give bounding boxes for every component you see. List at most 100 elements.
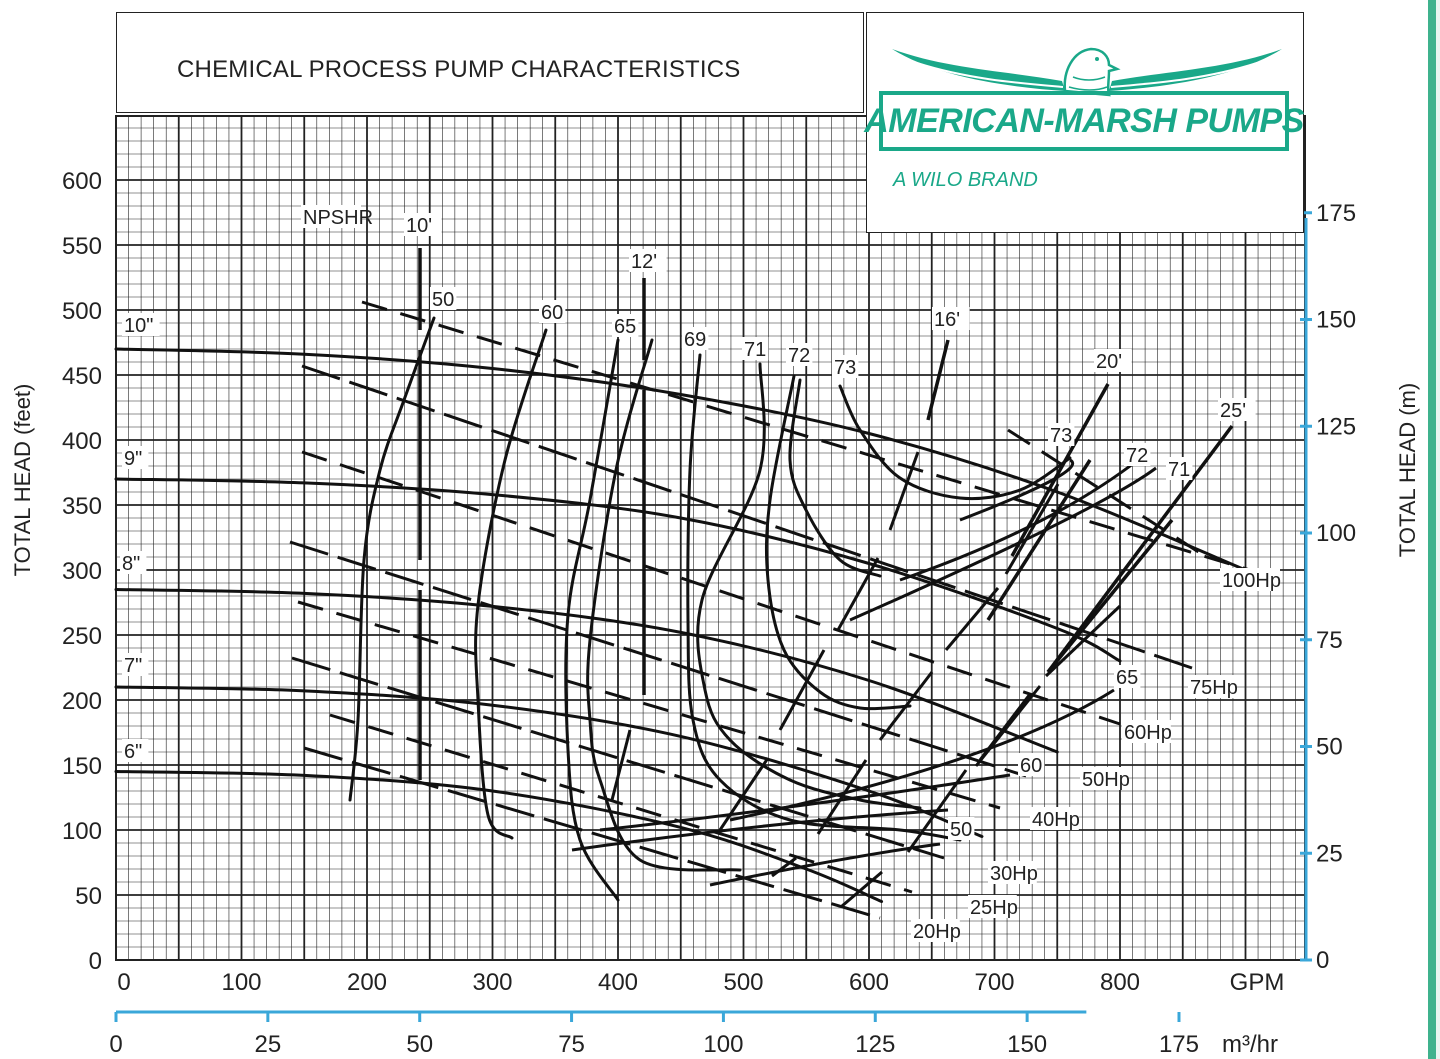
efficiency-label: 71	[1168, 459, 1190, 481]
hp-label-bg	[968, 895, 1017, 918]
impeller-label: 10"	[124, 315, 153, 337]
brand-name-box: AMERICAN-MARSH PUMPS	[864, 91, 1304, 151]
npshr-label-bg	[1094, 349, 1132, 372]
npshr-line-6	[926, 339, 950, 421]
brand-logo-box: AMERICAN-MARSH PUMPS A WILO BRAND	[864, 12, 1304, 233]
side-accent-stripe	[1436, 0, 1440, 1059]
efficiency-curve-2	[474, 328, 548, 840]
plot-frame	[115, 115, 1306, 961]
impeller-curve-1	[114, 347, 1247, 572]
efficiency-branch-4	[729, 688, 1115, 822]
impeller-label: 8"	[122, 553, 140, 575]
efficiency-label: 60	[541, 302, 563, 324]
y2-tick-label: 75	[1316, 627, 1343, 654]
npshr-label: 10'	[406, 215, 432, 237]
y-tick-label: 400	[62, 428, 102, 455]
efficiency-label: 69	[684, 329, 706, 351]
y2-tick-label: 175	[1316, 200, 1356, 227]
efficiency-label-bg	[1048, 423, 1075, 446]
npshr-segment-10	[906, 769, 968, 853]
impeller-label-bg	[120, 551, 147, 574]
npshr-segment-12	[1044, 604, 1122, 678]
efficiency-curve-8	[788, 378, 882, 578]
hp-label: 100Hp	[1222, 570, 1281, 592]
chart-curves	[114, 248, 1251, 920]
chart-grid	[115, 115, 1306, 961]
npshr-label: 16'	[934, 309, 960, 331]
npshr-label: 25'	[1220, 400, 1246, 422]
hp-line-7	[329, 713, 913, 894]
efficiency-curve-9	[838, 384, 1072, 501]
efficiency-label: 60	[1020, 755, 1042, 777]
npshr-label: 12'	[631, 251, 657, 273]
npshr-segment-1	[888, 451, 920, 531]
y-tick-label: 450	[62, 363, 102, 390]
efficiency-label: 65	[1116, 667, 1138, 689]
npshr-label-bg	[932, 307, 970, 330]
npshr-segment-5	[1004, 483, 1060, 575]
npshr-label-bg	[301, 205, 361, 228]
x-tick-label: 500	[723, 969, 763, 996]
y-tick-label: 100	[62, 818, 102, 845]
x-tick-label: 800	[1100, 969, 1140, 996]
x2-tick-label: 100	[703, 1031, 743, 1058]
impeller-curve-4	[114, 685, 984, 838]
y2-tick-label: 150	[1316, 307, 1356, 334]
npshr-line-10	[986, 459, 1092, 621]
efficiency-label: 71	[744, 339, 766, 361]
brand-name: AMERICAN-MARSH PUMPS	[864, 101, 1304, 140]
efficiency-label-bg	[786, 343, 813, 366]
efficiency-curve-1	[348, 316, 436, 802]
y-tick-label: 200	[62, 688, 102, 715]
efficiency-label-bg	[1166, 457, 1193, 480]
x-tick-label: 100	[221, 969, 261, 996]
efficiency-label-bg	[742, 337, 769, 360]
efficiency-curve-7	[764, 374, 912, 711]
x-tick-label: 0	[117, 969, 130, 996]
y-tick-label: 0	[89, 948, 102, 975]
x-tick-label: 400	[598, 969, 638, 996]
side-accent-bar	[1428, 0, 1438, 1059]
npshr-segment-15	[771, 856, 797, 878]
y-tick-label: 50	[75, 883, 102, 910]
efficiency-branch-3	[599, 773, 1011, 832]
npshr-label-bg	[404, 213, 442, 236]
hp-label-bg	[1188, 675, 1237, 698]
efficiency-curve-5	[686, 353, 962, 842]
hp-label: 50Hp	[1082, 769, 1130, 791]
efficiency-label: 72	[788, 345, 810, 367]
x2-tick-label: 125	[855, 1031, 895, 1058]
x-tick-label: 600	[849, 969, 889, 996]
hp-label: 25Hp	[970, 897, 1018, 919]
hp-label: 20Hp	[913, 921, 961, 943]
efficiency-label-bg	[832, 355, 859, 378]
hp-label: 40Hp	[1032, 809, 1080, 831]
efficiency-label-bg	[612, 314, 639, 337]
npshr-segment-3	[778, 649, 826, 731]
hp-label-bg	[911, 919, 960, 942]
efficiency-label: 73	[1050, 425, 1072, 447]
efficiency-label: 73	[834, 357, 856, 379]
hp-line-8	[303, 746, 881, 920]
efficiency-label-bg	[682, 327, 709, 350]
hp-line-1	[361, 300, 1251, 572]
y-tick-label: 600	[62, 168, 102, 195]
impeller-curve-2	[114, 477, 1122, 663]
npshr-segment-14	[610, 729, 632, 801]
y-tick-label: 150	[62, 753, 102, 780]
npshr-segment-4	[718, 757, 770, 831]
impeller-label: 7"	[124, 655, 142, 677]
efficiency-curve-3	[564, 338, 620, 902]
x2-tick-label: 150	[1007, 1031, 1047, 1058]
hp-label-bg	[1080, 767, 1129, 790]
x2-tick-label: 175	[1159, 1031, 1199, 1058]
x2-tick-label: 25	[255, 1031, 282, 1058]
chart-labels: 10" 9" 8" 7" 6" 50 60 65 69 71 72 73 73 72 71 65 60 50 NPS…	[120, 205, 1281, 943]
efficiency-label-bg	[1124, 443, 1151, 466]
y-tick-label: 300	[62, 558, 102, 585]
x-tick-label: 300	[472, 969, 512, 996]
efficiency-branch-7	[959, 458, 1075, 522]
efficiency-label-bg	[1018, 753, 1045, 776]
